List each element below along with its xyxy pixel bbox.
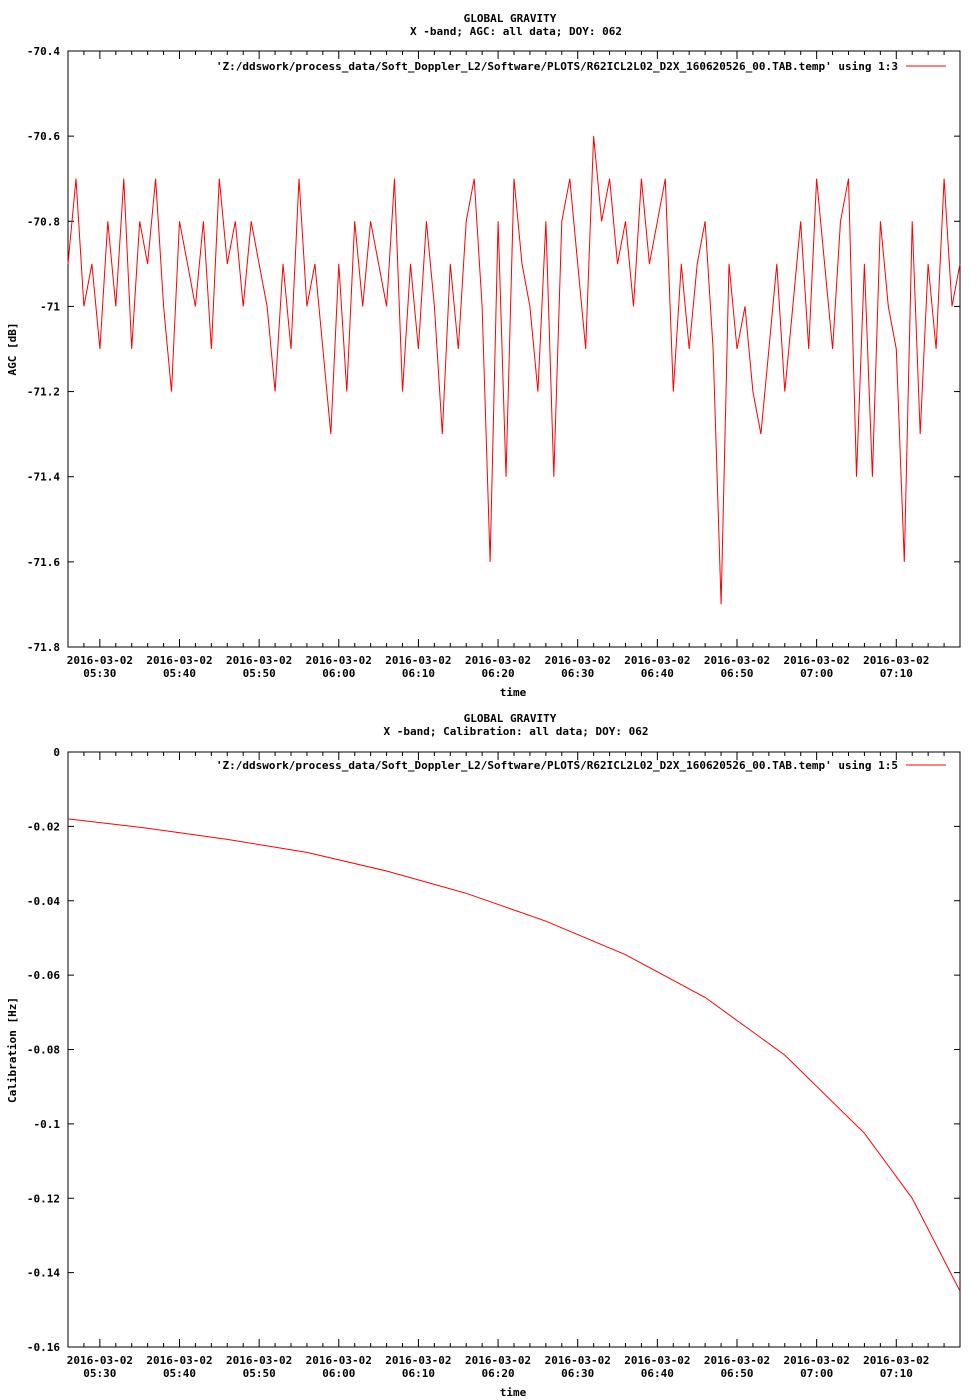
calibration-series: [67, 818, 961, 1292]
agc-y-tick-label: -70.4: [27, 45, 60, 58]
agc-y-tick-label: -71.8: [27, 641, 60, 654]
calibration-x-tick-date: 2016-03-02: [624, 1354, 690, 1367]
agc-x-tick-date: 2016-03-02: [545, 654, 611, 667]
agc-plot-frame: [67, 50, 961, 648]
agc-x-tick-time: 05:30: [83, 667, 116, 680]
agc-x-axis: 2016-03-0205:302016-03-0205:402016-03-02…: [67, 51, 961, 680]
calibration-x-tick-date: 2016-03-02: [67, 1354, 133, 1367]
agc-y-tick-label: -71.2: [27, 386, 60, 399]
calibration-x-tick-date: 2016-03-02: [863, 1354, 929, 1367]
agc-x-tick-time: 06:10: [402, 667, 435, 680]
calibration-series-line-0: [67, 818, 961, 1292]
agc-y-tick-label: -71.6: [27, 556, 60, 569]
agc-x-tick-time: 06:40: [641, 667, 674, 680]
calibration-chart-title: GLOBAL GRAVITY: [464, 712, 557, 725]
calibration-y-tick-label: -0.16: [27, 1341, 60, 1354]
calibration-x-tick-time: 05:50: [243, 1367, 276, 1380]
calibration-y-tick-label: -0.1: [34, 1118, 61, 1131]
calibration-y-tick-label: -0.02: [27, 820, 60, 833]
agc-y-tick-label: -71: [40, 300, 60, 313]
calibration-x-tick-date: 2016-03-02: [545, 1354, 611, 1367]
agc-y-tick-label: -71.4: [27, 471, 60, 484]
agc-x-tick-date: 2016-03-02: [67, 654, 133, 667]
calibration-x-tick-time: 06:30: [561, 1367, 594, 1380]
agc-series: [67, 136, 961, 605]
calibration-x-tick-time: 06:00: [322, 1367, 355, 1380]
calibration-x-tick-date: 2016-03-02: [465, 1354, 531, 1367]
calibration-legend: 'Z:/ddswork/process_data/Soft_Doppler_L2…: [216, 759, 946, 772]
agc-y-tick-label: -70.6: [27, 130, 60, 143]
calibration-x-tick-date: 2016-03-02: [306, 1354, 372, 1367]
calibration-y-tick-label: -0.12: [27, 1192, 60, 1205]
calibration-x-tick-date: 2016-03-02: [226, 1354, 292, 1367]
agc-x-tick-date: 2016-03-02: [306, 654, 372, 667]
agc-x-tick-time: 07:10: [880, 667, 913, 680]
agc-x-tick-time: 06:20: [482, 667, 515, 680]
calibration-y-tick-label: -0.04: [27, 895, 60, 908]
agc-x-axis-label: time: [500, 686, 527, 699]
agc-chart-subtitle: X -band; AGC: all data; DOY: 062: [410, 25, 622, 38]
agc-series-line-0: [67, 136, 961, 605]
agc-x-tick-time: 05:40: [163, 667, 196, 680]
agc-legend: 'Z:/ddswork/process_data/Soft_Doppler_L2…: [216, 60, 946, 73]
calibration-x-tick-date: 2016-03-02: [385, 1354, 451, 1367]
calibration-x-tick-time: 06:40: [641, 1367, 674, 1380]
agc-x-tick-date: 2016-03-02: [226, 654, 292, 667]
agc-x-tick-date: 2016-03-02: [784, 654, 850, 667]
agc-x-tick-date: 2016-03-02: [385, 654, 451, 667]
calibration-y-tick-label: 0: [53, 746, 60, 759]
agc-x-tick-time: 07:00: [800, 667, 833, 680]
agc-x-tick-time: 05:50: [243, 667, 276, 680]
agc-chart: GLOBAL GRAVITY X -band; AGC: all data; D…: [6, 12, 961, 699]
agc-y-axis: -70.4 -70.6 -70.8 -71 -71.2 -71.4 -71.6 -71.8: [27, 45, 960, 654]
calibration-x-axis-label: time: [500, 1386, 527, 1399]
calibration-chart-subtitle: X -band; Calibration: all data; DOY: 062: [384, 725, 649, 738]
agc-y-tick-label: -70.8: [27, 215, 60, 228]
calibration-x-tick-time: 06:20: [482, 1367, 515, 1380]
calibration-x-tick-time: 05:30: [83, 1367, 116, 1380]
agc-x-tick-date: 2016-03-02: [465, 654, 531, 667]
calibration-y-axis-label: Calibration [Hz]: [6, 997, 19, 1103]
calibration-x-tick-time: 07:10: [880, 1367, 913, 1380]
calibration-y-tick-label: -0.06: [27, 969, 60, 982]
calibration-legend-label: 'Z:/ddswork/process_data/Soft_Doppler_L2…: [216, 759, 898, 772]
agc-x-tick-time: 06:00: [322, 667, 355, 680]
calibration-x-tick-date: 2016-03-02: [784, 1354, 850, 1367]
agc-y-axis-label: AGC [dB]: [6, 323, 19, 376]
calibration-x-tick-time: 05:40: [163, 1367, 196, 1380]
calibration-x-tick-date: 2016-03-02: [704, 1354, 770, 1367]
calibration-y-tick-label: -0.08: [27, 1044, 60, 1057]
calibration-x-axis: 2016-03-0205:302016-03-0205:402016-03-02…: [67, 752, 961, 1380]
agc-x-tick-date: 2016-03-02: [863, 654, 929, 667]
agc-x-tick-date: 2016-03-02: [704, 654, 770, 667]
agc-chart-title: GLOBAL GRAVITY: [464, 12, 557, 25]
calibration-x-tick-time: 06:50: [720, 1367, 753, 1380]
calibration-x-tick-date: 2016-03-02: [146, 1354, 212, 1367]
calibration-chart: GLOBAL GRAVITY X -band; Calibration: all…: [6, 712, 961, 1399]
agc-x-tick-time: 06:50: [720, 667, 753, 680]
calibration-x-tick-time: 07:00: [800, 1367, 833, 1380]
calibration-plot-frame: [67, 751, 961, 1348]
agc-x-tick-date: 2016-03-02: [146, 654, 212, 667]
calibration-y-tick-label: -0.14: [27, 1267, 60, 1280]
calibration-y-axis: 0 -0.02 -0.04 -0.06 -0.08 -0.1 -0.12 -0.14 -0.16: [27, 746, 960, 1354]
agc-x-tick-date: 2016-03-02: [624, 654, 690, 667]
agc-legend-label: 'Z:/ddswork/process_data/Soft_Doppler_L2…: [216, 60, 898, 73]
calibration-x-tick-time: 06:10: [402, 1367, 435, 1380]
agc-x-tick-time: 06:30: [561, 667, 594, 680]
